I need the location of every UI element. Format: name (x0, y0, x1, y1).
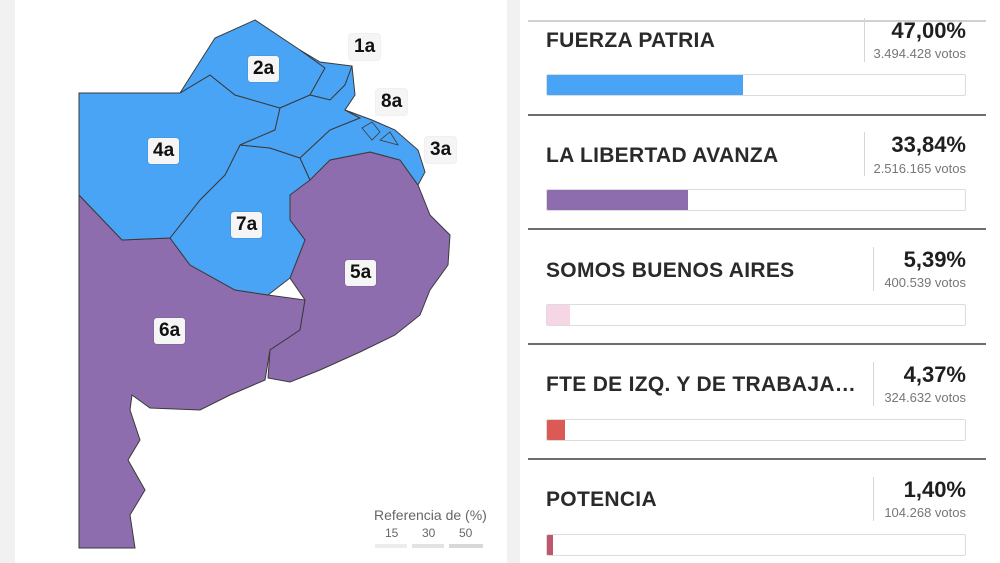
party-row[interactable]: POTENCIA 1,40% 104.268 votos (546, 477, 966, 563)
legend-tick: 50 (459, 526, 473, 540)
legend-tick: 15 (385, 526, 399, 540)
progress-bar (546, 189, 966, 211)
legend-swatch (375, 544, 407, 548)
column-divider (873, 247, 874, 291)
results-panel: FUERZA PATRIA 47,00% 3.494.428 votos LA … (520, 0, 1000, 563)
progress-bar (546, 304, 966, 326)
section-label-1a: 1a (349, 34, 381, 60)
party-row[interactable]: FUERZA PATRIA 47,00% 3.494.428 votos (528, 18, 986, 118)
map-panel: 1a 2a 3a 4a 5a 6a 7a 8a Referencia de (%… (15, 0, 507, 563)
row-separator (528, 114, 986, 116)
party-votes: 104.268 votos (884, 505, 966, 520)
section-label-4a: 4a (148, 138, 180, 164)
legend-swatch (412, 544, 444, 548)
row-separator (528, 343, 986, 345)
party-votes: 3.494.428 votos (873, 46, 966, 61)
party-name: FUERZA PATRIA (546, 29, 716, 52)
progress-bar (546, 419, 966, 441)
progress-fill (547, 535, 553, 555)
party-name: SOMOS BUENOS AIRES (546, 259, 795, 282)
section-label-7a: 7a (231, 212, 263, 238)
party-row[interactable]: SOMOS BUENOS AIRES 5,39% 400.539 votos (528, 247, 986, 347)
progress-fill (547, 75, 744, 95)
party-votes: 400.539 votos (884, 275, 966, 290)
column-divider (864, 18, 865, 62)
column-divider (864, 132, 865, 176)
party-name: POTENCIA (546, 488, 657, 511)
party-name: FTE DE IZQ. Y DE TRABAJADO… (546, 373, 871, 396)
progress-fill (547, 305, 570, 325)
party-row[interactable]: FTE DE IZQ. Y DE TRABAJADO… 4,37% 324.63… (528, 362, 986, 462)
legend-swatch (449, 544, 483, 548)
row-separator (528, 228, 986, 230)
party-percentage: 4,37% (903, 362, 966, 387)
legend-title: Referencia de (%) (374, 507, 487, 523)
party-votes: 2.516.165 votos (873, 161, 966, 176)
column-divider (873, 477, 874, 521)
column-divider (873, 362, 874, 406)
section-label-6a: 6a (154, 318, 186, 344)
party-percentage: 1,40% (903, 477, 966, 502)
legend-tick: 30 (422, 526, 436, 540)
section-label-8a: 8a (376, 89, 408, 115)
progress-bar (546, 534, 966, 556)
progress-fill (547, 420, 566, 440)
party-name: LA LIBERTAD AVANZA (546, 144, 779, 167)
party-votes: 324.632 votos (884, 390, 966, 405)
section-label-2a: 2a (248, 56, 280, 82)
party-row[interactable]: LA LIBERTAD AVANZA 33,84% 2.516.165 voto… (528, 132, 986, 232)
province-map (78, 19, 451, 549)
row-separator (528, 458, 986, 460)
progress-bar (546, 74, 966, 96)
progress-fill (547, 190, 689, 210)
top-divider (528, 20, 986, 22)
section-3a-shape[interactable] (299, 109, 426, 186)
party-percentage: 33,84% (891, 132, 966, 157)
section-label-5a: 5a (345, 260, 377, 286)
party-percentage: 5,39% (903, 247, 966, 272)
section-label-3a: 3a (425, 137, 457, 163)
party-percentage: 47,00% (891, 18, 966, 43)
